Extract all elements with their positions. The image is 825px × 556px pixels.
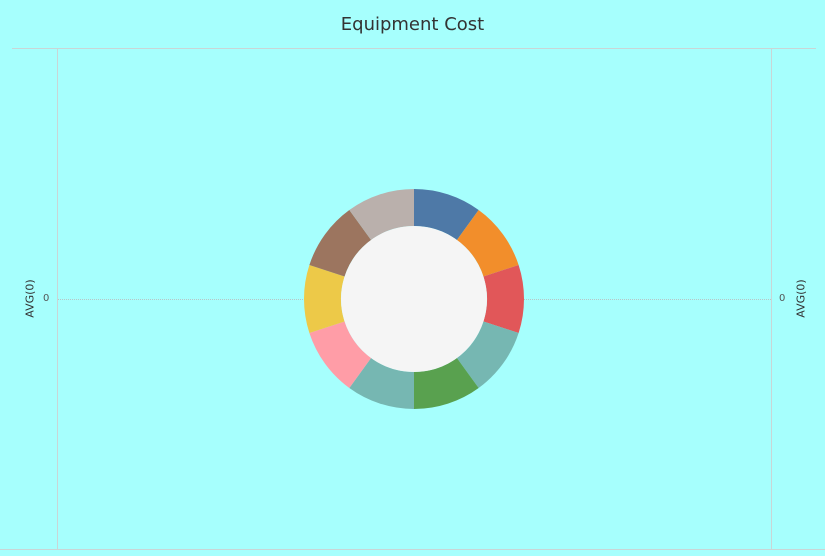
donut-slice-7[interactable] [309, 321, 372, 388]
donut-slice-4[interactable] [456, 321, 519, 388]
donut-slice-6[interactable] [349, 358, 414, 409]
donut-slice-10[interactable] [349, 188, 414, 240]
donut-slice-5[interactable] [414, 358, 479, 409]
right-axis-tick: 0 [779, 293, 786, 304]
left-axis-tick: 0 [43, 293, 50, 304]
header-divider [12, 48, 816, 49]
donut-slice-9[interactable] [309, 210, 372, 277]
bottom-border [0, 549, 825, 550]
left-axis-line [57, 49, 58, 549]
donut-slice-3[interactable] [483, 265, 524, 333]
donut-slice-1[interactable] [414, 189, 479, 240]
chart-title: Equipment Cost [340, 14, 485, 35]
donut-slice-8[interactable] [304, 265, 345, 333]
donut-hole [341, 226, 487, 372]
right-axis-line [771, 49, 772, 549]
donut-slice-2[interactable] [456, 210, 519, 277]
